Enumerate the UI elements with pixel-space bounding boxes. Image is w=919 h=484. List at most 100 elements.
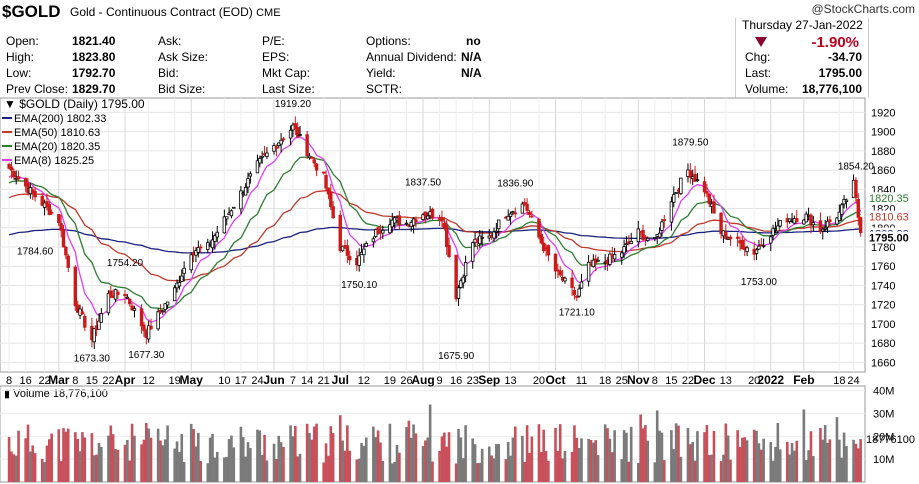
- candle-body: [149, 325, 153, 330]
- volume-bar: [490, 455, 493, 482]
- volume-bar: [197, 432, 200, 482]
- candle-body: [177, 282, 182, 287]
- x-tick-label: 25: [616, 375, 628, 387]
- legend-entry: EMA(20) 1820.35: [14, 141, 100, 153]
- volume-bar: [97, 442, 101, 482]
- field-label: Yield:: [366, 66, 396, 80]
- volume-bar: [476, 463, 479, 482]
- candle-body: [653, 237, 657, 239]
- candle-body: [215, 231, 219, 238]
- candle-body: [745, 247, 749, 253]
- candle-body: [196, 247, 201, 253]
- field-value: N/A: [461, 66, 482, 80]
- candle-body: [392, 217, 397, 224]
- volume-bar: [445, 446, 448, 482]
- candle-body: [345, 245, 350, 256]
- volume-bar: [421, 446, 425, 482]
- candle-body: [97, 320, 101, 330]
- candle-body: [456, 287, 461, 299]
- volume-bar: [431, 461, 434, 482]
- y-tick-label: 1680: [871, 338, 895, 350]
- volume-bar: [603, 424, 607, 482]
- candle-body: [854, 179, 858, 199]
- price-annotation: 1750.10: [341, 280, 378, 291]
- volume-bar: [804, 460, 808, 482]
- volume-bar: [414, 433, 418, 482]
- x-tick-label: 19: [169, 375, 181, 387]
- volume-bar: [265, 460, 269, 482]
- volume-bar: [707, 455, 711, 482]
- volume-bar: [842, 432, 846, 482]
- candle-body: [163, 303, 167, 310]
- candle-body: [735, 236, 740, 239]
- volume-bar: [620, 459, 624, 482]
- volume-bar: [852, 439, 855, 482]
- volume-bar: [57, 429, 61, 482]
- candle-body: [388, 224, 392, 234]
- candle-body: [83, 315, 87, 328]
- volume-bar: [407, 420, 411, 482]
- volume-bar: [755, 430, 758, 482]
- x-tick-label: 15: [86, 375, 98, 387]
- y-tick-label: 1780: [871, 242, 895, 254]
- candle-body: [142, 324, 146, 331]
- candle-body: [243, 187, 248, 196]
- candle-body: [478, 235, 482, 244]
- value-tag-bg: [866, 210, 918, 223]
- candle-body: [539, 234, 544, 244]
- x-tick-label: 17: [235, 375, 247, 387]
- field-label: Open:: [6, 34, 39, 48]
- candle-body: [430, 208, 435, 219]
- y-tick-label: 1740: [871, 280, 895, 292]
- chart-title: ▼ $GOLD (Daily) 1795.00: [4, 97, 145, 111]
- volume-bar: [346, 425, 349, 482]
- candle-body: [494, 230, 499, 233]
- candle-body: [823, 227, 827, 230]
- volume-bar: [409, 437, 413, 482]
- volume-bar: [575, 437, 579, 482]
- volume-bar: [50, 433, 53, 482]
- volume-bar: [43, 462, 46, 482]
- volume-bar: [360, 443, 363, 482]
- candle-body: [321, 171, 326, 174]
- volume-bar: [786, 441, 789, 482]
- x-tick-label: Nov: [627, 373, 650, 387]
- quote-label: Last:: [745, 66, 772, 80]
- volume-tick-label: 10M: [873, 454, 894, 466]
- volume-bar: [821, 439, 825, 482]
- brand-logo[interactable]: @StockCharts.com: [811, 2, 915, 16]
- candle-body: [364, 243, 368, 247]
- volume-bar: [331, 433, 335, 482]
- candle-body: [123, 293, 127, 297]
- volume-bar: [558, 424, 562, 482]
- volume-bar: [629, 426, 633, 482]
- candle-body: [371, 238, 376, 243]
- volume-bar: [362, 445, 366, 482]
- volume-bar: [107, 435, 110, 482]
- volume-bar: [752, 429, 756, 482]
- candle-body: [828, 219, 832, 223]
- candle-body: [180, 275, 184, 282]
- price-annotation: 1754.20: [107, 258, 144, 269]
- volume-bar: [178, 451, 181, 482]
- volume-bar: [14, 455, 18, 482]
- volume-bar: [426, 437, 430, 482]
- volume-bar: [343, 450, 347, 482]
- volume-bar: [511, 437, 515, 482]
- candle-body: [669, 201, 674, 223]
- x-tick-label: 22: [38, 375, 50, 387]
- volume-bar: [807, 450, 810, 482]
- volume-bar: [40, 458, 44, 482]
- candle-body: [23, 178, 28, 187]
- volume-bar: [305, 423, 309, 482]
- volume-bar: [405, 427, 408, 482]
- volume-bar: [230, 435, 233, 482]
- volume-bar: [260, 454, 264, 482]
- volume-bar: [776, 422, 780, 482]
- volume-bar: [74, 432, 77, 482]
- volume-bar: [128, 460, 132, 482]
- candle-body: [33, 190, 37, 198]
- volume-bar: [341, 440, 344, 482]
- x-tick-label: Oct: [545, 373, 565, 387]
